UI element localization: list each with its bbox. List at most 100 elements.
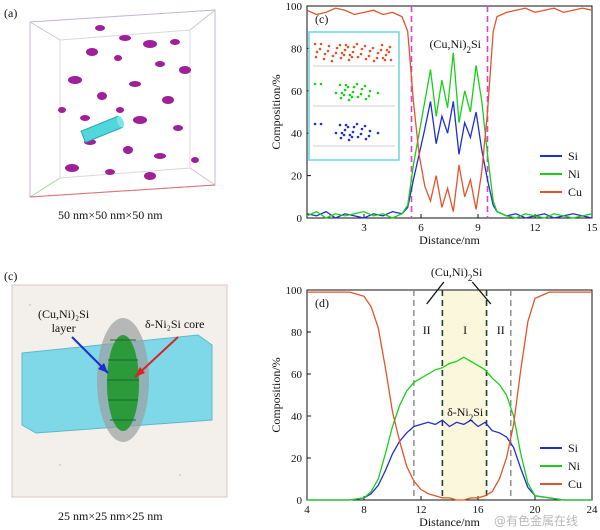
inset-atom (375, 56, 379, 60)
inset-atom (355, 42, 359, 46)
y-tick-label: 0 (297, 495, 303, 507)
inset-atom (342, 93, 346, 97)
inset-atom (367, 134, 371, 138)
inset-atom (388, 45, 392, 49)
annotation-core: δ-Ni2Si (447, 405, 484, 423)
inset-atom (387, 50, 391, 54)
inset-atom (342, 133, 346, 137)
inset-atom (313, 42, 317, 46)
panel-label: (d) (315, 296, 329, 310)
region-i-band (442, 290, 487, 500)
inset-atom (331, 54, 335, 58)
inset-atom (360, 47, 364, 51)
inset-atom (350, 135, 354, 139)
series-line-ni (307, 356, 592, 501)
x-tick-label: 16 (473, 504, 485, 516)
inset-atom (334, 91, 338, 95)
arrow-left (426, 281, 445, 305)
y-axis-label: Composition/% (269, 357, 283, 432)
inset-atom (352, 45, 356, 49)
inset-atom (376, 51, 380, 55)
panel-c3d-label: (c) (4, 269, 18, 283)
inset-atom (383, 58, 387, 62)
inset-atom (367, 94, 371, 98)
inset-atom (356, 135, 360, 139)
annotation-phase: (Cu,Ni)2Si (429, 37, 481, 55)
inset-atom (347, 98, 351, 102)
inset-atom (344, 83, 348, 87)
chart-c-svg: 3 6 9 12 15 0 20 40 60 80 100 Distance/nm Compositio… (269, 1, 599, 247)
inset-atom (350, 55, 354, 59)
x-tick-label: 6 (418, 222, 424, 234)
legend-label-ni: Ni (568, 167, 581, 181)
inset-atom (323, 52, 327, 56)
inset-atom (344, 123, 348, 127)
plot-frame (306, 5, 593, 219)
x-tick-label: 3 (361, 222, 367, 234)
ann-layer: (Cu,Ni)₂Si layer (38, 307, 90, 335)
inset-atom (371, 46, 375, 50)
inset-atom (348, 133, 352, 137)
inset-atom (347, 58, 351, 62)
inset-atom (327, 44, 331, 48)
plot-frame (306, 289, 593, 501)
inset-atom (346, 125, 350, 129)
panel-a-caption: 50 nm×50 nm×50 nm (58, 208, 163, 222)
inset-atom (360, 87, 364, 91)
inset-atom (342, 53, 346, 57)
panel-label: (c) (315, 12, 328, 26)
inset-atom (338, 43, 342, 47)
inset-atom (346, 85, 350, 89)
legend-label-ni: Ni (568, 459, 581, 473)
inset-atom (385, 48, 389, 52)
legend-label-cu: Cu (568, 185, 582, 199)
x-axis-label: Distance/nm (419, 233, 480, 247)
panel-c3d-caption: 25 nm×25 nm×25 nm (58, 509, 163, 523)
inset-atom (364, 137, 368, 141)
inset-atom (319, 122, 323, 126)
inset-atom (343, 128, 347, 132)
inset-atom (360, 127, 364, 131)
inset-atom (359, 92, 363, 96)
x-tick-label: 20 (530, 504, 542, 516)
inset-atom (334, 51, 338, 55)
y-tick-label: 80 (291, 327, 303, 339)
inset-atom (348, 93, 352, 97)
y-tick-label: 60 (291, 369, 303, 381)
inset-atom (368, 129, 372, 133)
inset-atom (368, 49, 372, 53)
panel-c3d-render (11, 284, 228, 498)
legend-label-si: Si (568, 441, 579, 455)
inset-atom (340, 51, 344, 55)
inset-atom (368, 89, 372, 93)
panel-a: (a) 50 nm×50 nm×50 nm (0, 0, 240, 260)
x-tick-label: 15 (587, 222, 599, 234)
inset-atom (314, 55, 318, 59)
inset-atom (381, 56, 385, 60)
inset-atom (326, 49, 330, 53)
inset-atom (376, 131, 380, 135)
inset-atom (346, 45, 350, 49)
series-line-ni (306, 52, 593, 219)
inset-atom (348, 53, 352, 57)
legend-label-si: Si (568, 149, 579, 163)
inset-atom (338, 123, 342, 127)
panel-c-3d: (c) (Cu,Ni)₂Si layer δ-Ni₂Si core 25 nm×… (0, 265, 245, 530)
x-tick-label: 12 (530, 222, 541, 234)
ann-core: δ-Ni₂Si core (145, 317, 205, 331)
y-tick-label: 40 (291, 411, 303, 423)
inset-atom (330, 59, 334, 63)
inset-atom (338, 83, 342, 87)
legend-label-cu: Cu (568, 477, 582, 491)
y-tick-label: 80 (291, 43, 303, 55)
inset-atom (359, 132, 363, 136)
inset-atom (335, 46, 339, 50)
inset-atom (380, 43, 384, 47)
inset-atom (339, 96, 343, 100)
inset-atom (363, 124, 367, 128)
y-tick-label: 40 (291, 128, 303, 140)
inset-atom (359, 52, 363, 56)
inset-atom (372, 59, 376, 63)
inset-atom (355, 82, 359, 86)
inset-atom (379, 48, 383, 52)
